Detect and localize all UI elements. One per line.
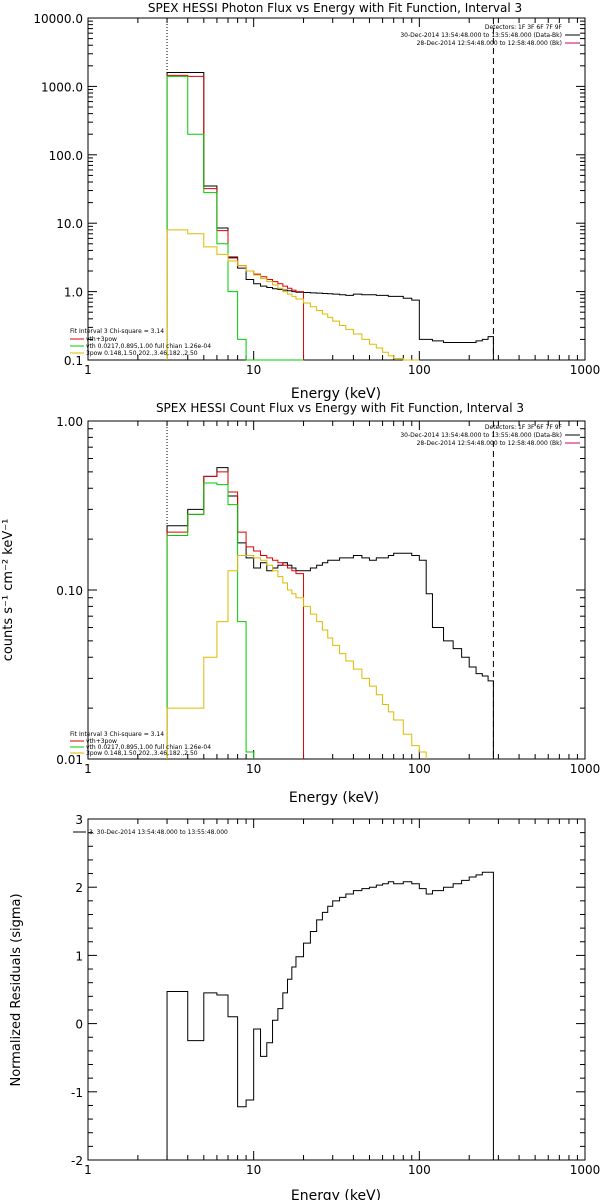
x-tick-label: 1 [84, 363, 92, 377]
series-vth-3pow [166, 471, 305, 759]
count-x-axis-label: Energy (keV) [289, 790, 379, 806]
series-3-30-dec-2014-13-54-48-000-to-13-55-48-000 [166, 871, 494, 1160]
y-tick-label: 1.0 [64, 286, 83, 300]
photon-flux-panel: SPEX HESSI Photon Flux vs Energy with Fi… [33, 1, 600, 402]
x-tick-label: 1 [84, 1163, 92, 1177]
count-y-axis-label: counts s⁻¹ cm⁻² keV⁻¹ [1, 519, 16, 662]
photon-legend-bk: 28-Dec-2014 12:54:48.000 to 12:58:48.000… [417, 40, 562, 47]
y-tick-label: 0.1 [64, 354, 83, 368]
photon-series-group [166, 71, 494, 361]
residuals-x-ticks: 1 10 100 1000 [84, 819, 600, 1177]
residuals-legend-interval: 3. 30-Dec-2014 13:54:48.000 to 13:55:48.… [89, 829, 228, 836]
series-3pow [166, 555, 427, 759]
count-legend-bk: 28-Dec-2014 12:54:48.000 to 12:58:48.000… [417, 440, 562, 447]
photon-legend-top-right: Detectors: 1F 3F 6F 7F 9F 30-Dec-2014 13… [400, 24, 580, 47]
y-tick-label: 100.0 [49, 149, 83, 163]
count-legend-3pow: 3pow 0.148,1.50,202.,3.46,182.,2.50 [86, 750, 198, 757]
y-tick-label: 0 [75, 1018, 83, 1032]
count-legend-fit-header: Fit Interval 3 Chi-square = 3.14 [70, 731, 164, 738]
x-tick-label: 100 [408, 363, 431, 377]
x-tick-label: 1000 [570, 363, 600, 377]
y-tick-label: 2 [75, 881, 83, 895]
residuals-y-ticks: -2 -1 0 1 2 3 [71, 813, 585, 1168]
series-data-bk [166, 467, 494, 759]
count-flux-panel: SPEX HESSI Count Flux vs Energy with Fit… [1, 401, 600, 806]
count-legend-bottom-left: Fit Interval 3 Chi-square = 3.14 vth+3po… [70, 731, 211, 757]
y-tick-label: 10.0 [56, 217, 83, 231]
photon-legend-vth: vth 0.0217,0.895,1.00 full chian 1.26e-0… [86, 343, 211, 350]
count-legend-vth3pow: vth+3pow [86, 738, 117, 745]
y-tick-label: 10000.0 [33, 12, 83, 26]
photon-plot-frame [87, 17, 586, 361]
series-vth [166, 482, 255, 759]
count-vertical-markers [166, 421, 494, 759]
y-tick-label: 1.00 [56, 415, 83, 429]
x-tick-label: 10 [246, 762, 261, 776]
photon-legend-3pow: 3pow 0.148,1.50,202.,3.46,182.,2.50 [86, 350, 198, 357]
x-tick-label: 1 [84, 762, 92, 776]
photon-y-ticks: 0.1 1.0 10.0 100.0 1000.0 10000.0 [33, 12, 585, 368]
x-tick-label: 100 [408, 1163, 431, 1177]
photon-x-axis-label: Energy (keV) [291, 386, 381, 402]
photon-legend-bottom-left: Fit Interval 3 Chi-square = 3.14 vth+3po… [70, 328, 211, 357]
residuals-plot-frame [87, 818, 586, 1161]
x-tick-label: 1000 [570, 1163, 600, 1177]
y-tick-label: -1 [71, 1086, 83, 1100]
count-x-ticks: 1 10 100 1000 [84, 421, 600, 776]
series-3pow [166, 229, 420, 361]
residuals-y-axis-label: Normalized Residuals (sigma) [9, 893, 24, 1086]
photon-chart-title: SPEX HESSI Photon Flux vs Energy with Fi… [148, 1, 522, 15]
count-y-ticks: 0.01 0.10 1.00 [56, 415, 585, 767]
x-tick-label: 10 [246, 363, 261, 377]
y-tick-label: 3 [75, 813, 83, 827]
x-tick-label: 10 [246, 1163, 261, 1177]
y-tick-label: 1 [75, 949, 83, 963]
photon-legend-detectors: Detectors: 1F 3F 6F 7F 9F [485, 24, 563, 31]
y-tick-label: 0.01 [56, 753, 83, 767]
count-plot-frame [87, 420, 586, 760]
residuals-legend-top-left: 3. 30-Dec-2014 13:54:48.000 to 13:55:48.… [73, 829, 228, 836]
y-tick-label: 1000.0 [41, 80, 83, 94]
count-legend-vth: vth 0.0217,0.895,1.00 full chian 1.26e-0… [86, 744, 211, 751]
photon-legend-fit-header: Fit Interval 3 Chi-square = 3.14 [70, 328, 164, 335]
count-series-group [166, 467, 494, 759]
series-data-bk [166, 71, 494, 360]
x-tick-label: 100 [408, 762, 431, 776]
series-vth [166, 75, 304, 361]
residuals-x-axis-label: Energy (keV) [291, 1188, 381, 1200]
photon-legend-vth3pow: vth+3pow [86, 336, 117, 343]
count-legend-top-right: Detectors: 1F 3F 6F 7F 9F 30-Dec-2014 13… [400, 424, 580, 447]
count-legend-data-bk: 30-Dec-2014 13:54:48.000 to 13:55:48.000… [400, 432, 562, 439]
photon-x-ticks: 1 10 100 1000 [84, 18, 600, 377]
y-tick-label: 0.10 [56, 584, 83, 598]
count-chart-title: SPEX HESSI Count Flux vs Energy with Fit… [156, 401, 524, 415]
x-tick-label: 1000 [570, 762, 600, 776]
residuals-series-group [166, 871, 494, 1160]
residuals-panel: 1 10 100 1000 -2 -1 0 1 2 3 Energy (keV) Normali… [9, 813, 600, 1200]
y-tick-label: -2 [71, 1154, 83, 1168]
photon-legend-data-bk: 30-Dec-2014 13:54:48.000 to 13:55:48.000… [400, 32, 562, 39]
count-legend-detectors: Detectors: 1F 3F 6F 7F 9F [485, 424, 563, 431]
